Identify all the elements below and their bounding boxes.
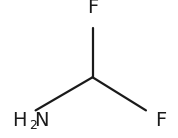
Text: F: F xyxy=(155,111,166,130)
Text: N: N xyxy=(34,111,48,130)
Text: F: F xyxy=(87,0,98,17)
Text: H: H xyxy=(12,111,27,130)
Text: 2: 2 xyxy=(29,119,37,132)
